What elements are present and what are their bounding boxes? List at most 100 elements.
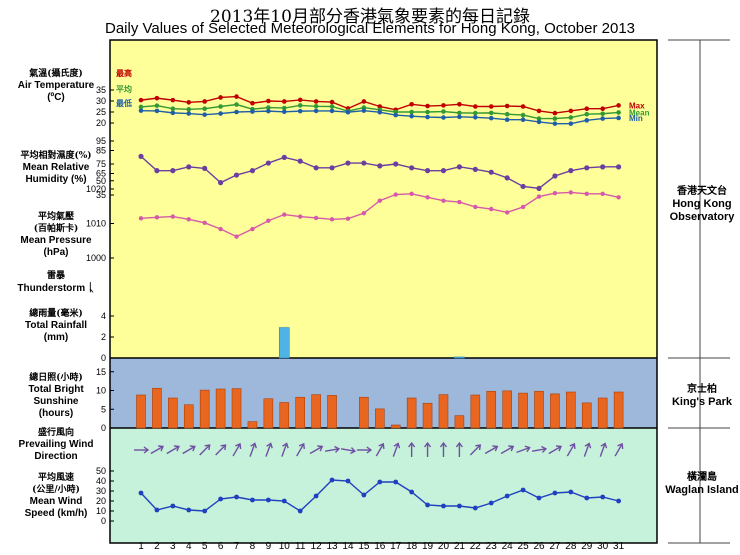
wind-arrow — [614, 442, 624, 457]
wind-arrow-shaft — [500, 445, 514, 455]
rh-point — [409, 165, 415, 171]
temp-min-point — [473, 114, 478, 120]
rh-point — [616, 164, 622, 170]
pressure-point — [250, 226, 255, 232]
station-waglan: 橫瀾島 Waglan Island — [665, 472, 739, 496]
wind-arrow-head — [266, 442, 273, 449]
temp-max-point — [473, 104, 478, 109]
rh-point — [377, 163, 383, 169]
max-zh-label: 最高 — [116, 69, 132, 78]
rh-point — [297, 158, 303, 164]
chart-title-chinese: 2013年10月部分香港氣象要素的每日記錄 — [210, 7, 530, 27]
pressure-point — [234, 234, 239, 239]
wind-speed-point — [409, 489, 415, 495]
temp-max-point — [536, 108, 542, 114]
sunshine-bar — [215, 388, 226, 429]
rh-axis-tick-label: 65 — [96, 169, 106, 179]
wind-arrow — [134, 446, 150, 454]
sunshine-bar — [390, 424, 401, 429]
temp-max-point — [552, 110, 558, 116]
temp-mean-point — [425, 109, 430, 115]
wind-arrow-head — [584, 442, 592, 449]
sunshine-bar — [247, 421, 258, 429]
pressure-point — [282, 212, 287, 217]
wind-speed-point — [186, 507, 192, 513]
rh-point — [504, 175, 510, 181]
pressure-point — [393, 192, 398, 197]
temp-max-point — [281, 99, 287, 104]
temp-mean-point — [473, 110, 478, 116]
wind-speed-point — [504, 493, 510, 499]
wind-arrow — [408, 441, 416, 457]
temp-min-point — [361, 108, 367, 113]
day-label: 11 — [295, 541, 306, 552]
wind-arrow-shaft — [182, 445, 196, 455]
wind-speed-point — [584, 495, 590, 501]
day-label: 31 — [613, 541, 625, 552]
sunshine-bar — [311, 394, 321, 429]
rain-axis-tick-label: 4 — [101, 311, 106, 321]
day-label: 30 — [597, 541, 609, 552]
wind-arrow-head — [189, 445, 196, 452]
rh-axis-tick-label: 75 — [96, 159, 106, 169]
rh-point — [488, 169, 494, 175]
temp-min-point — [441, 115, 446, 120]
pressure-point — [377, 198, 382, 203]
day-label: 9 — [266, 541, 272, 552]
pressure-point — [345, 216, 351, 221]
temp-mean-point — [313, 103, 319, 109]
pressure-point — [473, 204, 478, 210]
rh-point — [313, 165, 319, 171]
sunshine-bar — [374, 408, 385, 429]
wind-speed-axis-tick-label: 20 — [96, 496, 106, 506]
wind-arrow-head — [475, 444, 482, 451]
rh-label: 平均相對濕度(%) Mean Relative Humidity (%) — [20, 151, 92, 185]
pressure-point — [536, 194, 542, 199]
temp-max-point — [457, 102, 462, 107]
wind-arrow-head — [204, 444, 211, 451]
rh-point — [568, 168, 574, 174]
rh-point — [265, 160, 271, 166]
temp-mean-point — [520, 112, 526, 118]
wind-arrow-shaft — [516, 446, 530, 454]
temp-min-point — [425, 114, 430, 120]
wind-speed-point — [202, 508, 208, 514]
temp-min-point — [377, 109, 383, 115]
wind-speed-point — [138, 490, 144, 496]
wind-arrow-head — [235, 442, 242, 449]
thunderstorm-label: 雷暴 Thunderstorm ᚳ — [17, 271, 95, 294]
wind-arrow — [232, 442, 242, 457]
temp-mean-point — [488, 110, 494, 116]
rh-point — [218, 180, 224, 186]
day-label: 6 — [218, 541, 224, 552]
wind-speed-point — [377, 479, 383, 485]
wind-arrow — [484, 445, 499, 455]
rh-axis-tick-label: 95 — [96, 136, 106, 146]
temp-mean-point — [441, 109, 446, 114]
temp-max-point — [584, 106, 590, 111]
day-label: 12 — [311, 541, 323, 552]
sunshine-bar — [359, 396, 369, 429]
temp-mean-point — [600, 111, 605, 117]
wind-speed-point — [154, 507, 160, 513]
wind-arrow — [423, 441, 432, 457]
sunshine-bar — [597, 397, 608, 429]
temp-mean-point — [266, 105, 271, 110]
temp-max-point — [266, 98, 271, 104]
wind-arrow-shaft — [325, 448, 340, 452]
temp-min-point — [154, 108, 160, 114]
pressure-point — [313, 215, 319, 221]
wind-speed-point — [361, 492, 367, 498]
wind-arrow-head — [173, 445, 180, 452]
day-label: 7 — [234, 541, 240, 552]
wind-speed-axis-tick-label: 10 — [96, 506, 106, 516]
temp-mean-point — [329, 104, 335, 109]
pressure-point — [489, 206, 494, 212]
rh-point — [170, 168, 176, 174]
sunshine-bar — [550, 393, 560, 429]
sunshine-bar — [613, 391, 624, 429]
wind-speed-point — [552, 490, 558, 496]
temp-min-point — [266, 108, 271, 114]
day-label: 20 — [438, 541, 450, 552]
day-label: 3 — [170, 541, 176, 552]
